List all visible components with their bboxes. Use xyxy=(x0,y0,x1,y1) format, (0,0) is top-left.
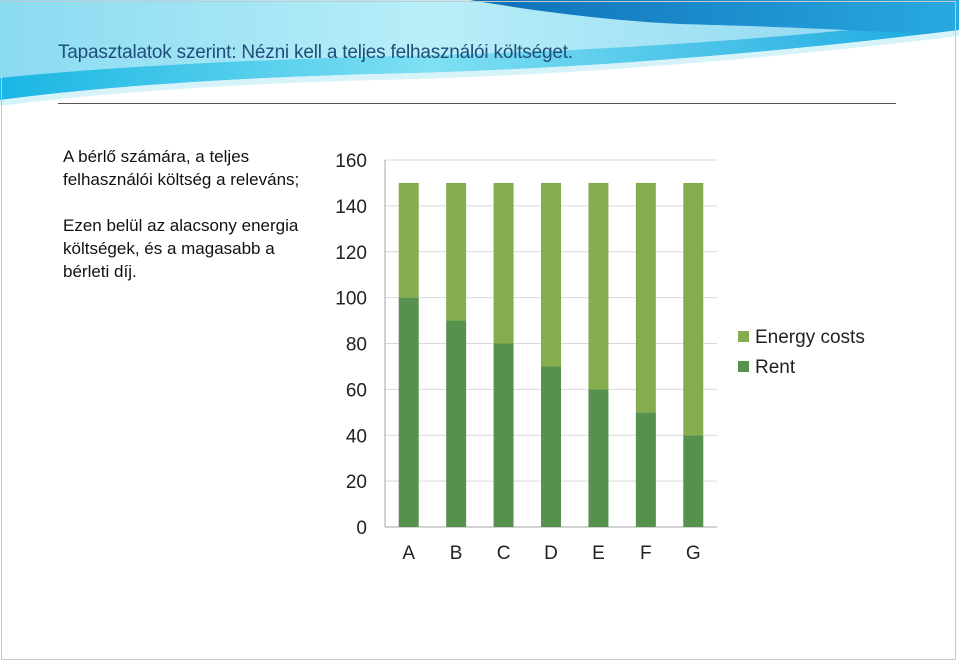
x-tick-label: D xyxy=(544,543,558,564)
bar-rent xyxy=(588,389,609,527)
y-tick-label: 140 xyxy=(335,197,367,218)
slide-title: Tapasztalatok szerint: Nézni kell a telj… xyxy=(58,42,573,63)
bar-energy-costs xyxy=(493,182,514,344)
bar-energy-costs xyxy=(683,182,704,436)
bar-rent xyxy=(635,412,656,527)
paragraph-1: A bérlő számára, a teljes felhasználói k… xyxy=(63,147,300,189)
x-tick-label: B xyxy=(450,543,463,564)
y-tick-label: 40 xyxy=(346,426,367,447)
bar-energy-costs xyxy=(446,182,467,321)
x-tick-label: G xyxy=(686,543,701,564)
stacked-bar-chart: 0 20 40 60 80 100 120 140 160 A B C D E F G Energy costs… xyxy=(335,151,865,564)
header-banner xyxy=(0,0,959,106)
bar-energy-costs xyxy=(635,182,656,413)
paragraph-2: Ezen belül az alacsony energia költségek… xyxy=(63,216,299,281)
legend-label: Energy costs xyxy=(755,327,865,348)
x-tick-label: F xyxy=(640,543,652,564)
y-tick-label: 100 xyxy=(335,289,367,310)
x-tick-label: E xyxy=(592,543,605,564)
y-tick-label: 160 xyxy=(335,151,367,172)
bar-rent xyxy=(683,435,704,527)
x-tick-label: A xyxy=(402,543,415,564)
y-tick-label: 60 xyxy=(346,380,367,401)
legend-swatch xyxy=(738,331,749,342)
bar-energy-costs xyxy=(398,182,419,298)
bar-rent xyxy=(446,320,467,527)
x-tick-label: C xyxy=(497,543,511,564)
legend-swatch xyxy=(738,361,749,372)
body-text: A bérlő számára, a teljes felhasználói k… xyxy=(63,145,313,306)
bar-energy-costs xyxy=(588,182,609,390)
bar-energy-costs xyxy=(541,182,561,367)
bar-rent xyxy=(493,343,514,527)
y-tick-label: 0 xyxy=(356,518,367,539)
legend-label: Rent xyxy=(755,357,796,378)
bar-rent xyxy=(541,366,561,527)
y-tick-label: 20 xyxy=(346,472,367,493)
y-tick-label: 120 xyxy=(335,243,367,264)
y-tick-label: 80 xyxy=(346,335,367,356)
title-divider xyxy=(58,103,896,104)
bar-rent xyxy=(398,297,419,527)
